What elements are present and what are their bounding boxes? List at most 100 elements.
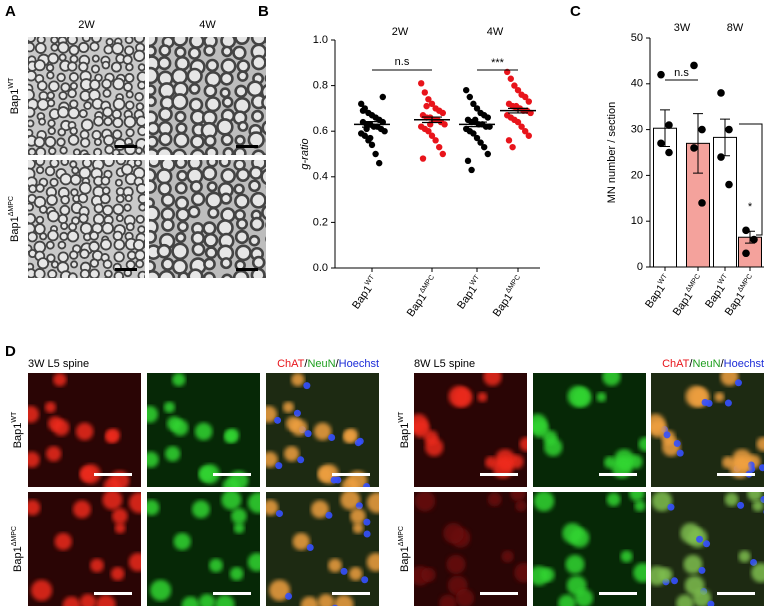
nucleus [737, 501, 745, 509]
axon [124, 72, 135, 83]
dot [428, 100, 436, 108]
fluorescence-image [28, 492, 141, 606]
axon [269, 164, 278, 173]
cells [147, 492, 260, 606]
axon [36, 37, 46, 45]
dot [432, 137, 439, 144]
annotation: * [748, 201, 753, 213]
cell [79, 466, 95, 482]
axon [170, 67, 189, 85]
axon [265, 221, 266, 229]
nucleus [361, 576, 369, 584]
axon [113, 238, 126, 251]
axon [160, 284, 169, 293]
axon [49, 177, 59, 188]
cells [28, 492, 141, 606]
axon [88, 240, 100, 253]
axon [158, 106, 173, 122]
axon [101, 60, 111, 70]
cell [567, 385, 589, 408]
y-tick-label: 0.8 [313, 80, 328, 92]
cell [225, 428, 240, 443]
nucleus [363, 518, 371, 526]
row-label-base: Bap1 [399, 546, 411, 572]
axon [175, 231, 187, 244]
axon [264, 37, 266, 44]
cell [720, 373, 739, 386]
axon [50, 37, 59, 45]
column-label: 4W [199, 19, 216, 31]
row-label-base: Bap1 [12, 423, 24, 449]
dot [657, 139, 665, 148]
dot [421, 89, 428, 96]
axon [233, 183, 245, 195]
axon [115, 214, 124, 223]
axon [49, 276, 57, 278]
nucleus [356, 437, 364, 445]
cell [102, 492, 123, 510]
axon [102, 160, 115, 168]
cell [128, 552, 141, 572]
axon [125, 90, 134, 99]
axon [35, 165, 45, 175]
axon [220, 167, 236, 184]
axon [57, 240, 67, 250]
cell [266, 405, 278, 423]
scale-bar [599, 592, 637, 595]
axon [103, 134, 115, 146]
cell [714, 392, 725, 403]
cell [114, 522, 126, 534]
cell [198, 593, 216, 606]
axon [46, 98, 56, 108]
x-tick-label-sup: WT [717, 272, 729, 286]
axon [28, 202, 35, 212]
scale-bar [115, 268, 137, 271]
axon [220, 257, 233, 270]
axon [57, 127, 67, 137]
x-tick-label-sup: WT [364, 273, 376, 287]
axon [125, 62, 134, 72]
axon [268, 198, 277, 207]
nucleus [274, 416, 282, 424]
scale-bar [213, 592, 251, 595]
fluorescence-image [533, 373, 646, 487]
dot [367, 134, 374, 142]
fluorescence-image [266, 373, 379, 487]
axon [91, 54, 100, 63]
cell [514, 562, 527, 583]
panel-letter: C [570, 3, 581, 20]
axon [111, 148, 121, 155]
axon [204, 146, 219, 155]
axon [35, 160, 46, 167]
cell [366, 492, 379, 514]
axon [78, 213, 89, 224]
scale-bar [332, 473, 370, 476]
cells [414, 492, 527, 606]
stain-label: ChAT/NeuN/Hoechst [277, 358, 379, 370]
axon [99, 193, 111, 205]
axon [38, 277, 41, 278]
dot [484, 150, 491, 158]
axon [204, 70, 222, 88]
y-tick-label: 0.0 [313, 262, 328, 274]
cell [147, 499, 160, 516]
axon [56, 72, 66, 83]
axon [137, 80, 145, 90]
x-tick-label-sup: WT [469, 273, 481, 287]
axon [136, 183, 145, 195]
nucleus [692, 605, 695, 606]
x-tick-label-base: Bap1 [723, 290, 748, 318]
image-bg [414, 492, 527, 606]
row-label-sup: WT [11, 411, 18, 423]
axon [204, 96, 221, 113]
axon [81, 37, 91, 43]
fluorescence-image [533, 492, 646, 606]
cell [233, 522, 245, 534]
micrograph [149, 37, 278, 173]
cell [28, 499, 41, 516]
axon [103, 276, 111, 278]
axon [100, 238, 112, 251]
axon [101, 221, 114, 235]
dot [717, 153, 725, 161]
cell [72, 500, 91, 519]
